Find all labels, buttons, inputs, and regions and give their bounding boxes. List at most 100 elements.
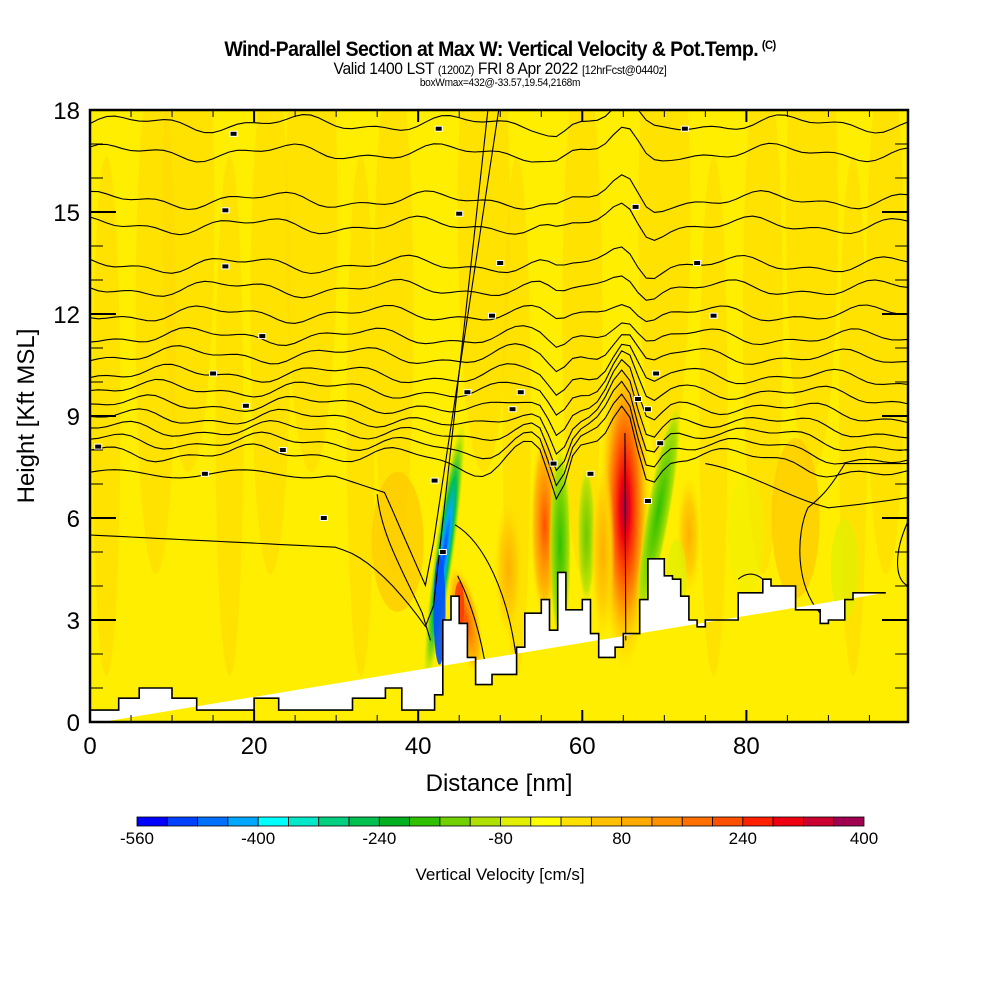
weak-updraft-band — [285, 110, 338, 472]
theta-contour — [454, 524, 518, 661]
contour-label — [657, 441, 664, 446]
valid-date: FRI 8 Apr 2022 — [477, 59, 578, 78]
theta-contour — [90, 246, 908, 280]
y-tick-label: 0 — [67, 710, 80, 737]
contour-label — [550, 461, 557, 466]
contour-label — [242, 403, 249, 408]
contour-label — [464, 390, 471, 395]
colorbar-tick-label: 80 — [612, 829, 631, 848]
theta-contour — [90, 334, 908, 373]
contour-label — [222, 208, 229, 213]
weak-updraft — [494, 499, 523, 639]
theta-contour — [705, 463, 908, 509]
contour-label — [517, 390, 524, 395]
colorbar-swatch — [833, 816, 865, 827]
colorbar-swatch — [742, 816, 774, 827]
colorbar: -560 -400 -240 -80 80 240 400 — [120, 816, 878, 848]
y-tick-label: 18 — [53, 98, 80, 125]
contour-label — [710, 313, 717, 318]
plot-area — [90, 110, 908, 722]
contour-label — [210, 371, 217, 376]
colorbar-swatch — [348, 816, 380, 827]
colorbar-swatch — [136, 816, 168, 827]
colorbar-swatch — [257, 816, 289, 827]
theta-contour — [90, 358, 908, 437]
theta-contour — [90, 405, 908, 501]
colorbar-swatch — [500, 816, 532, 827]
y-tick-label: 6 — [67, 506, 80, 533]
contour-label — [439, 550, 446, 554]
contour-label — [259, 334, 266, 339]
theta-contour — [90, 322, 908, 348]
contour-label — [320, 516, 327, 520]
theta-contour — [90, 369, 908, 455]
theta-contour — [737, 573, 764, 580]
colorbar-tick-label: -560 — [120, 829, 154, 848]
theta-contour — [90, 380, 908, 472]
x-tick-label: 80 — [733, 733, 760, 760]
contour-label — [456, 211, 463, 216]
weak-updraft-band — [373, 110, 414, 574]
colorbar-tick-label: 400 — [850, 829, 878, 848]
weak-updraft-band — [699, 156, 728, 676]
contour-label — [230, 131, 237, 136]
colorbar-swatch — [439, 816, 471, 827]
contour-label — [509, 407, 516, 412]
theta-contour — [90, 275, 908, 301]
colorbar-swatch — [469, 816, 501, 827]
theta-contour — [799, 463, 908, 614]
forecast-info: [12hrFcst@0440z] — [581, 63, 667, 77]
colorbar-swatch — [288, 816, 320, 827]
colorbar-title: Vertical Velocity [cm/s] — [415, 865, 584, 884]
weak-updraft-band — [371, 471, 424, 612]
theta-contour — [90, 110, 489, 628]
terrain — [90, 558, 886, 722]
potential-temperature-contours — [90, 110, 908, 685]
weak-updraft-band — [786, 110, 838, 472]
weak-updraft-band — [250, 110, 291, 574]
y-tick-label: 12 — [53, 302, 80, 329]
contour-label — [95, 444, 102, 449]
colorbar-swatch — [803, 816, 835, 827]
theta-contour — [897, 521, 908, 587]
theta-contour — [376, 494, 432, 641]
contour-label — [681, 126, 688, 131]
theta-contour — [90, 393, 908, 487]
theta-contour — [90, 110, 500, 588]
colorbar-swatch — [166, 816, 198, 827]
y-axis: 0 3 6 9 12 15 18 — [53, 98, 908, 737]
colorbar-tick-label: -400 — [241, 829, 275, 848]
colorbar-swatch — [318, 816, 350, 827]
colorbar-swatch — [197, 816, 229, 827]
weak-downdraft-band — [728, 475, 765, 595]
y-tick-label: 15 — [53, 200, 80, 227]
contour-label — [497, 261, 504, 265]
chart-title: Wind-Parallel Section at Max W: Vertical… — [35, 38, 965, 62]
colorbar-swatch — [681, 816, 713, 827]
x-tick-label: 0 — [83, 733, 96, 760]
colorbar-tick-label: -240 — [362, 829, 396, 848]
valid-time-utc: (1200Z) — [437, 63, 474, 77]
contour-label — [435, 126, 442, 131]
weak-updraft-band — [865, 110, 906, 574]
colorbar-swatch — [409, 816, 441, 827]
contour-label — [489, 313, 496, 318]
updraft-flank — [590, 462, 615, 642]
theta-contour — [90, 110, 908, 138]
contour-label — [644, 499, 651, 503]
colorbar-swatch — [621, 816, 653, 827]
weak-updraft-band — [162, 110, 215, 472]
x-tick-label: 40 — [405, 733, 432, 760]
contour-label — [587, 471, 594, 476]
weak-updraft-band — [771, 438, 820, 598]
y-tick-label: 9 — [67, 404, 80, 431]
x-tick-label: 20 — [241, 733, 268, 760]
theta-contour — [90, 343, 908, 396]
theta-contour — [90, 350, 908, 416]
valid-time-subtitle: Valid 1400 LST (1200Z) FRI 8 Apr 2022 [1… — [40, 59, 960, 79]
colorbar-swatch — [712, 816, 744, 827]
colorbar-swatch — [590, 816, 623, 827]
theta-contour — [624, 432, 627, 641]
box-wmax-info: boxWmax=432@-33.57,19.54,2168m — [419, 77, 581, 89]
theta-contour — [90, 304, 908, 324]
